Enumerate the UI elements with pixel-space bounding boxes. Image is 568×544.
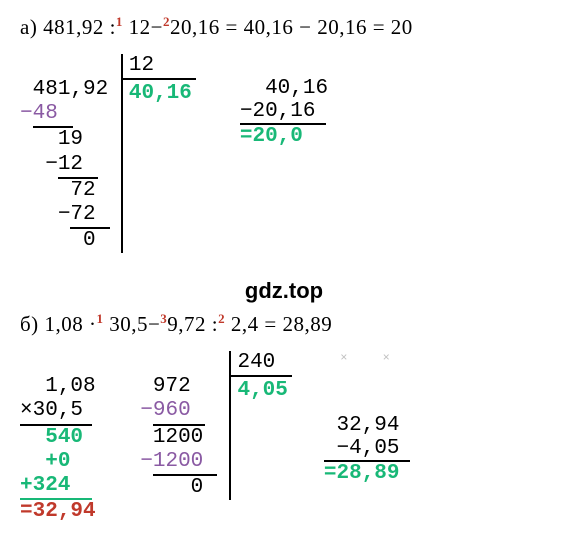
a-dividend: 481,92 [43,15,104,39]
problem-b-work: 1,08 ×30,5 540 +0 +324 =32,94 972 −960 1… [20,351,548,524]
b-m-p1: +0 [45,450,70,473]
times-icon: × [20,399,33,422]
b-m-a: 1,08 [45,375,95,398]
problem-b-expression: б) 1,08 ·1 30,5−39,72 :2 2,4 = 28,89 [20,311,548,337]
minus-icon: − [128,399,153,423]
equals-icon: = [324,462,337,485]
a-ld-s2: 72 [70,203,110,229]
minus-icon: − [20,102,33,126]
a-ld-right: 12 40,16 [123,54,196,105]
a-ld-s0: 48 [33,102,73,128]
a-subtrahend: 20,16 [170,15,220,39]
minus-icon: − [240,100,253,123]
a-ld-quotient: 40,16 [123,80,196,105]
b-column-subtraction: × × 32,94 −4,05 =28,89 [324,351,410,485]
b-m-b: 30,5 [33,399,83,422]
a-ld-r1: 72 [70,179,95,202]
a-ld-dividend: 481,92 [33,78,109,101]
a-result: 20 [391,15,413,39]
label-a: а) [20,15,37,39]
b-eq: = [264,312,276,336]
a-cs-result: 20,0 [252,125,302,148]
a-ld-divisor: 12 [123,54,196,80]
b-sup2: 2 [218,311,225,326]
b-ld-dividend: 972 [153,375,191,398]
a-cs-bottom: 20,16 [252,100,315,123]
a-divisor: 12 [129,15,151,39]
b-cs-result: 28,89 [337,462,400,485]
minus-icon: − [45,153,58,177]
b-ld-s0: 960 [153,399,205,425]
a-eq1: = [226,15,238,39]
b-multiplication: 1,08 ×30,5 540 +0 +324 =32,94 [20,351,96,524]
b-minus: − [148,312,160,336]
a-column-subtraction: 40,16 −20,16 =20,0 [240,54,328,148]
minus-icon: − [58,203,71,227]
b-ld-divisor: 240 [231,351,291,377]
b-c: 9,72 [167,312,206,336]
watermark: gdz.top [0,278,568,304]
a-cs-top: 40,16 [265,77,328,100]
problem-a-expression: а) 481,92 :1 12−220,16 = 40,16 − 20,16 =… [20,14,548,40]
carry-marks: × × [324,351,410,365]
problem-a-work: 481,92 −48 19 −12 72 −72 0 12 40,16 40,1… [20,54,548,253]
b-ld-r1: 0 [191,476,204,499]
b-result: 28,89 [282,312,332,336]
b-cs-top: 32,94 [337,414,400,437]
label-b: б) [20,312,39,336]
a-ld-s1: 12 [58,153,98,179]
b-ld-right: 240 4,05 [231,351,291,402]
problem-b: б) 1,08 ·1 30,5−39,72 :2 2,4 = 28,89 1,0… [20,311,548,524]
b-cs-bottom: 4,05 [349,437,399,460]
a-sup2: 2 [163,14,170,29]
b-ld-s1: 1200 [153,450,217,476]
b-m-p2: +324 [20,474,92,500]
a-ld-r0: 19 [58,128,83,151]
a-minus: − [151,15,163,39]
a-intermediate: 40,16 − 20,16 [244,15,367,39]
a-eq2: = [373,15,385,39]
a-sup1: 1 [116,14,123,29]
b-m-result: 32,94 [33,500,96,523]
b-ld-quotient: 4,05 [231,377,291,402]
b-ld-left: 972 −960 1200 −1200 0 [128,351,232,500]
b-b: 30,5 [109,312,148,336]
a-ld-r2: 0 [83,229,96,252]
b-a: 1,08 [44,312,83,336]
equals-icon: = [20,500,33,523]
a-ld-left: 481,92 −48 19 −12 72 −72 0 [20,54,123,253]
minus-icon: − [337,437,350,460]
equals-icon: = [240,125,253,148]
b-sup1: 1 [96,311,103,326]
b-m-p0: 540 [45,426,83,449]
b-ld-r0: 1200 [153,426,203,449]
a-long-division: 481,92 −48 19 −12 72 −72 0 12 40,16 [20,54,196,253]
minus-icon: − [140,450,153,474]
b-d: 2,4 [231,312,259,336]
b-long-division: 972 −960 1200 −1200 0 240 4,05 [128,351,292,500]
